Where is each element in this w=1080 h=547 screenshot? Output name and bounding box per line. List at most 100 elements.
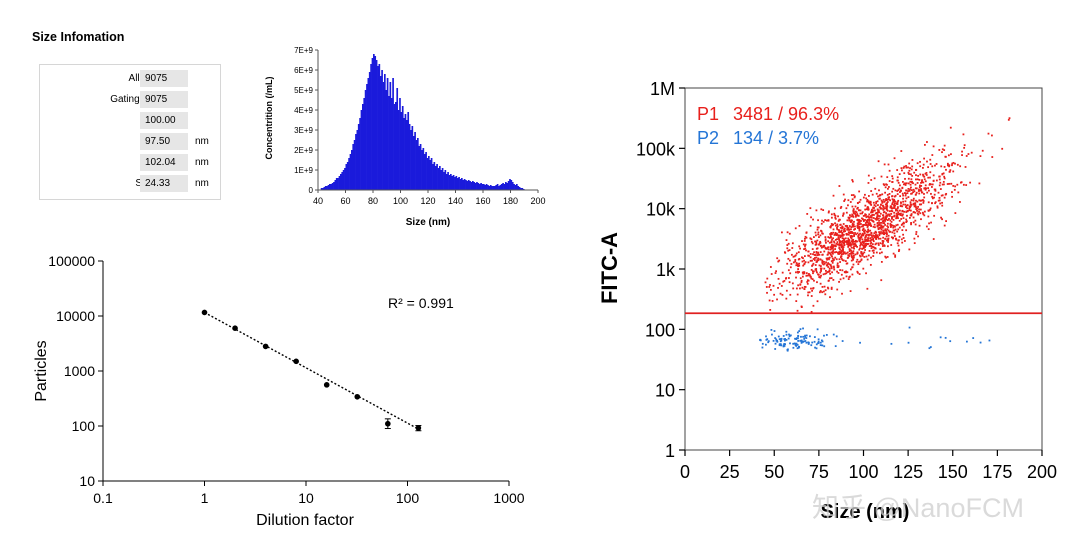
p1-event-dot xyxy=(839,269,842,271)
histogram-bar xyxy=(367,78,370,190)
p1-event-dot xyxy=(918,208,920,211)
p1-event-dot xyxy=(875,202,877,205)
p1-event-dot xyxy=(819,291,821,294)
p1-event-dot xyxy=(817,253,820,256)
histogram-bar xyxy=(360,110,363,190)
size-info-value: 100.00 xyxy=(140,112,188,129)
p1-event-dot xyxy=(838,243,841,246)
p1-event-dot xyxy=(853,220,855,223)
p2-event-dot xyxy=(792,342,795,345)
p2-event-dot xyxy=(804,334,806,337)
p1-event-dot xyxy=(808,274,811,277)
p1-event-dot xyxy=(896,201,899,204)
p1-event-dot xyxy=(893,225,895,227)
p1-event-dot xyxy=(806,213,809,215)
p1-event-dot xyxy=(887,186,890,188)
p1-event-dot xyxy=(875,192,878,195)
p1-event-dot xyxy=(810,216,812,219)
p2-event-dot xyxy=(907,341,910,344)
p1-event-dot xyxy=(886,176,889,179)
p1-event-dot xyxy=(912,203,915,206)
p1-event-dot xyxy=(918,199,921,202)
p1-event-dot xyxy=(817,233,820,236)
p1-event-dot xyxy=(824,272,827,275)
p1-event-dot xyxy=(841,237,844,240)
p1-event-dot xyxy=(871,193,874,196)
p1-event-dot xyxy=(884,255,887,258)
histogram-bar xyxy=(474,183,477,190)
p1-event-dot xyxy=(787,257,790,260)
p1-event-dot xyxy=(854,212,856,215)
p1-event-dot xyxy=(861,229,864,232)
p1-event-dot xyxy=(778,282,781,285)
p1-event-dot xyxy=(862,220,865,222)
p1-event-dot xyxy=(863,232,866,235)
p1-event-dot xyxy=(846,257,849,259)
p2-event-dot xyxy=(782,344,785,347)
histogram-bar xyxy=(494,186,496,190)
p1-event-dot xyxy=(810,277,813,280)
p1-event-dot xyxy=(821,286,824,288)
p1-event-dot xyxy=(852,254,855,257)
p1-event-dot xyxy=(885,203,888,206)
p1-event-dot xyxy=(944,155,947,158)
p1-event-dot xyxy=(872,255,875,257)
p1-event-dot xyxy=(812,272,814,275)
p1-event-dot xyxy=(909,183,912,186)
p1-event-dot xyxy=(873,204,876,206)
p1-event-dot xyxy=(896,214,899,217)
histogram-bar xyxy=(520,188,522,190)
p1-event-dot xyxy=(838,239,841,242)
p1-event-dot xyxy=(830,277,833,280)
p1-event-dot xyxy=(835,243,838,245)
p1-event-dot xyxy=(840,205,843,208)
p1-event-dot xyxy=(943,183,945,186)
p1-event-dot xyxy=(886,205,889,208)
p1-event-dot xyxy=(815,256,818,259)
p1-event-dot xyxy=(827,236,830,238)
p1-event-dot xyxy=(854,205,857,208)
p1-event-dot xyxy=(917,205,919,208)
p1-event-dot xyxy=(923,196,926,199)
p1-event-dot xyxy=(807,294,809,297)
p1-event-dot xyxy=(788,277,790,279)
p1-event-dot xyxy=(932,238,935,240)
p1-event-dot xyxy=(827,257,830,260)
p1-event-dot xyxy=(894,225,896,228)
p1-event-dot xyxy=(821,219,823,222)
p1-event-dot xyxy=(816,226,819,229)
p1-event-dot xyxy=(832,231,835,234)
p1-event-dot xyxy=(902,203,905,206)
p1-event-dot xyxy=(917,213,920,216)
p1-event-dot xyxy=(891,202,894,204)
p1-event-dot xyxy=(857,223,860,226)
p2-event-dot xyxy=(787,348,789,351)
p1-event-dot xyxy=(916,200,919,203)
p1-event-dot xyxy=(882,206,885,208)
p1-event-dot xyxy=(910,186,912,189)
p1-event-dot xyxy=(769,266,772,268)
p1-event-dot xyxy=(882,240,885,243)
p1-event-dot xyxy=(850,219,853,222)
p2-event-dot xyxy=(761,342,764,345)
p1-event-dot xyxy=(934,201,937,204)
p1-event-dot xyxy=(817,257,820,260)
p1-event-dot xyxy=(828,263,831,266)
p1-event-dot xyxy=(890,210,893,212)
p2-event-dot xyxy=(796,331,799,334)
p1-event-dot xyxy=(910,222,912,224)
p1-event-dot xyxy=(941,151,943,154)
p1-event-dot xyxy=(991,156,994,158)
p2-event-dot xyxy=(815,347,818,350)
p1-event-dot xyxy=(866,287,869,290)
histogram-bar xyxy=(327,185,330,190)
histogram-bar xyxy=(470,182,473,190)
p1-event-dot xyxy=(863,224,866,226)
p1-event-dot xyxy=(856,251,859,254)
p1-event-dot xyxy=(861,218,864,221)
p1-event-dot xyxy=(794,227,797,230)
p1-event-dot xyxy=(887,239,890,242)
p1-event-dot xyxy=(882,230,885,233)
p1-event-dot xyxy=(838,238,840,241)
p1-event-dot xyxy=(811,248,814,251)
